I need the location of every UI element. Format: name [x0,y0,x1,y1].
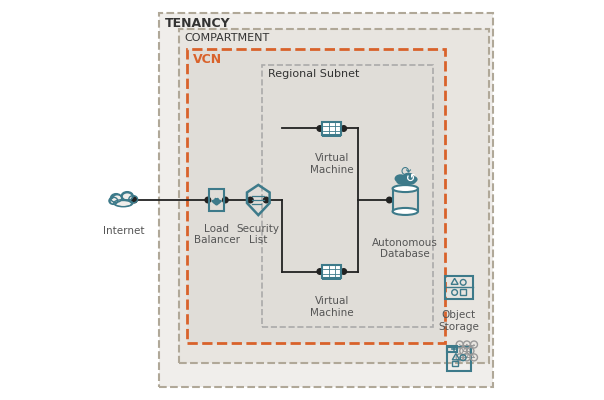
Text: COMPARTMENT: COMPARTMENT [185,33,270,43]
FancyBboxPatch shape [179,29,489,363]
Text: Load
Balancer: Load Balancer [194,224,240,246]
Circle shape [317,269,323,274]
Ellipse shape [121,192,133,200]
Ellipse shape [116,201,131,206]
Ellipse shape [130,197,136,202]
Text: Virtual
Machine: Virtual Machine [310,153,353,175]
Ellipse shape [109,197,118,204]
Circle shape [263,197,269,203]
Ellipse shape [409,176,417,183]
Circle shape [222,197,228,203]
FancyBboxPatch shape [187,49,445,343]
Ellipse shape [394,174,406,183]
Text: Security
List: Security List [237,224,280,246]
Ellipse shape [129,196,138,203]
Text: Object
Storage: Object Storage [439,310,480,332]
Ellipse shape [111,199,117,204]
Circle shape [341,126,347,131]
Text: Internet: Internet [103,226,144,236]
Ellipse shape [397,179,416,185]
Circle shape [248,197,253,203]
FancyBboxPatch shape [323,135,341,137]
Circle shape [205,197,211,203]
Text: Autonomous
Database: Autonomous Database [372,238,439,259]
Text: TENANCY: TENANCY [165,17,231,30]
Text: Regional Subnet: Regional Subnet [268,69,359,79]
FancyBboxPatch shape [323,265,341,278]
Circle shape [341,269,347,274]
Text: VCN: VCN [193,53,222,66]
Ellipse shape [111,194,121,202]
FancyBboxPatch shape [159,13,493,387]
FancyBboxPatch shape [323,278,341,280]
FancyBboxPatch shape [323,122,341,135]
Text: ↺: ↺ [405,174,415,184]
Ellipse shape [393,185,418,192]
Ellipse shape [393,208,418,215]
Ellipse shape [123,194,132,200]
Ellipse shape [114,196,121,201]
Ellipse shape [403,173,414,181]
Circle shape [387,197,392,203]
Circle shape [132,197,137,203]
Circle shape [317,126,323,131]
Ellipse shape [114,200,133,207]
Text: ⟳: ⟳ [400,166,411,179]
Text: Virtual
Machine: Virtual Machine [310,296,353,318]
